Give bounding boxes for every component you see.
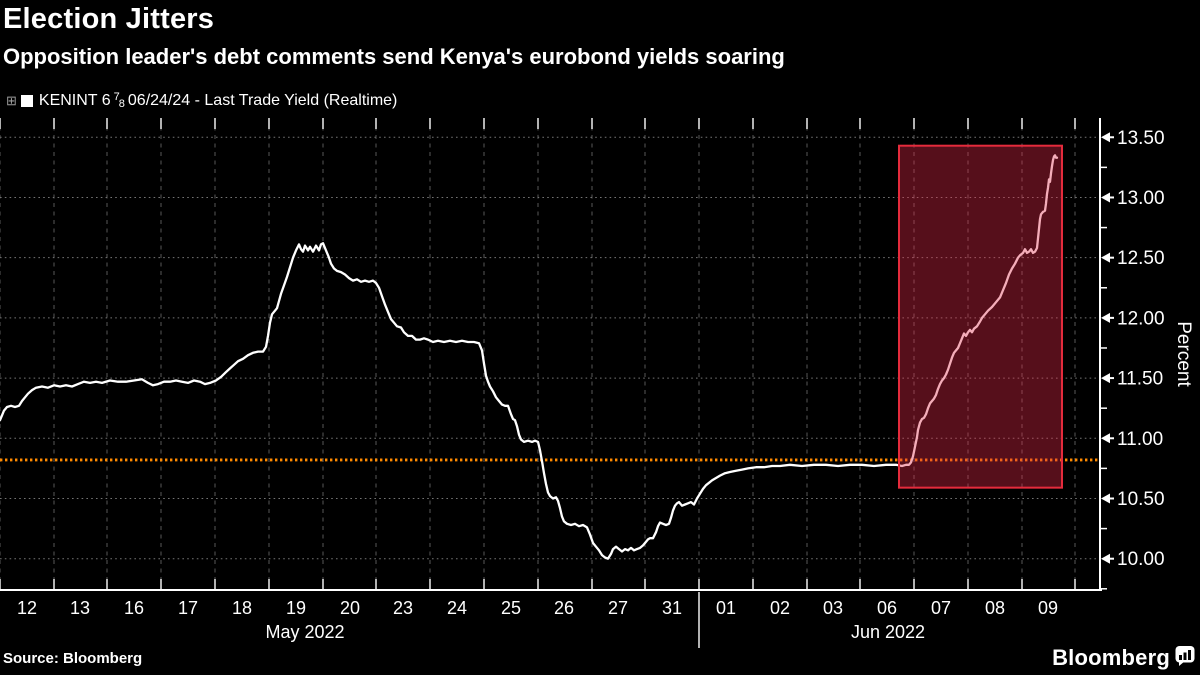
x-tick-label: 07 xyxy=(931,598,951,618)
x-tick-label: 02 xyxy=(770,598,790,618)
x-tick-label: 17 xyxy=(178,598,198,618)
page-subtitle: Opposition leader's debt comments send K… xyxy=(3,44,785,69)
series-legend[interactable]: ⊞ KENINT 6 78 06/24/24 - Last Trade Yield … xyxy=(6,91,397,110)
month-label: Jun 2022 xyxy=(851,622,925,642)
x-tick-label: 13 xyxy=(70,598,90,618)
day-ticks xyxy=(0,118,1076,590)
x-tick-label: 06 xyxy=(877,598,897,618)
y-tick-label: 12.00 xyxy=(1117,308,1165,329)
y-tick-label: 11.00 xyxy=(1117,429,1163,450)
y-tick-label: 13.50 xyxy=(1117,128,1165,149)
x-tick-label: 20 xyxy=(340,598,360,618)
bloomberg-logo-icon xyxy=(1175,646,1195,666)
x-tick-label: 03 xyxy=(823,598,843,618)
page-title: Election Jitters xyxy=(3,3,215,35)
bloomberg-wordmark: Bloomberg xyxy=(1052,645,1170,670)
series-color-swatch xyxy=(20,94,33,107)
expand-icon[interactable]: ⊞ xyxy=(6,93,17,108)
horizontal-gridlines xyxy=(0,136,1100,560)
x-tick-label: 26 xyxy=(554,598,574,618)
y-tick-label: 12.50 xyxy=(1117,248,1165,269)
x-tick-label: 09 xyxy=(1038,598,1058,618)
highlight-region xyxy=(898,144,1063,489)
y-tick-label: 10.50 xyxy=(1117,489,1165,510)
fraction-denominator: 8 xyxy=(118,98,125,110)
x-tick-label: 25 xyxy=(501,598,521,618)
source-note: Source: Bloomberg xyxy=(3,650,143,667)
x-tick-label: 08 xyxy=(985,598,1005,618)
yield-line-series xyxy=(0,154,1059,560)
series-legend-label: KENINT 6 78 06/24/24 - Last Trade Yield (R… xyxy=(38,91,398,110)
x-tick-label: 12 xyxy=(17,598,37,618)
vertical-gridlines xyxy=(0,118,1076,590)
x-tick-label: 27 xyxy=(608,598,628,618)
month-label: May 2022 xyxy=(265,622,344,642)
x-tick-label: 23 xyxy=(393,598,413,618)
x-tick-label: 16 xyxy=(124,598,144,618)
x-tick-label: 01 xyxy=(716,598,736,618)
x-tick-label: 19 xyxy=(286,598,306,618)
y-axis-ticks: 13.50 13.00 12.50 12.00 11.50 11.00 10.50 10.00 xyxy=(1100,128,1165,590)
y-axis-title: Percent xyxy=(1173,321,1194,387)
x-tick-label: 31 xyxy=(662,598,682,618)
y-tick-label: 13.00 xyxy=(1117,188,1165,209)
x-axis-labels: 12 13 16 17 18 19 20 23 24 25 26 27 31 01 02 03 06 07 08 09… xyxy=(17,598,1058,642)
x-tick-label: 24 xyxy=(447,598,467,618)
y-tick-label: 11.50 xyxy=(1117,369,1163,390)
fraction-numerator: 7 xyxy=(113,91,120,103)
y-tick-label: 10.00 xyxy=(1117,549,1165,570)
x-tick-label: 18 xyxy=(232,598,252,618)
